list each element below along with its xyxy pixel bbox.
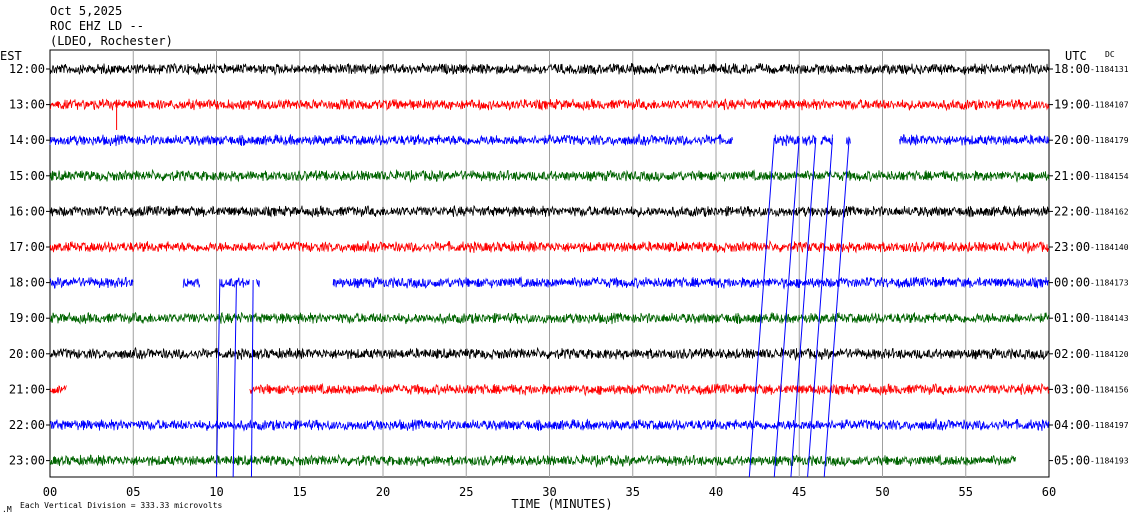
trace-segment: [899, 134, 1050, 146]
utc-hour-label: 22:00: [1054, 204, 1090, 218]
est-hour-label: 17:00: [9, 240, 45, 254]
est-hour-label: 13:00: [9, 98, 45, 112]
trace-segment: [49, 204, 1050, 219]
est-hour-label: 19:00: [9, 311, 45, 325]
x-axis-title: TIME (MINUTES): [511, 497, 612, 511]
seismic-traces: [49, 62, 1050, 468]
trace-segment: [49, 133, 733, 147]
trace-segment: [182, 278, 201, 288]
trace-segment: [49, 276, 134, 289]
est-hour-label: 22:00: [9, 418, 45, 432]
trace-segment: [49, 168, 1050, 184]
trace-segment: [332, 275, 1049, 290]
dc-offset-label: -1184162: [1090, 207, 1129, 216]
x-tick-label: 55: [959, 485, 973, 499]
trace-segment: [256, 279, 260, 288]
trace-segment: [49, 385, 67, 394]
est-hour-label: 15:00: [9, 169, 45, 183]
dc-title: DC: [1105, 50, 1115, 59]
x-tick-label: 10: [209, 485, 223, 499]
transient-spikes: [116, 100, 850, 478]
x-tick-label: 35: [626, 485, 640, 499]
trace-segment: [845, 136, 851, 146]
trace-segment: [802, 134, 816, 146]
dc-offset-label: -1184143: [1090, 314, 1129, 323]
dc-offset-label: -1184131: [1090, 65, 1129, 74]
corner-mark: .M: [2, 505, 12, 514]
utc-hour-label: 05:00: [1054, 454, 1090, 468]
utc-hour-label: 21:00: [1054, 169, 1090, 183]
utc-hour-label: 04:00: [1054, 418, 1090, 432]
x-tick-label: 50: [875, 485, 889, 499]
trace-segment: [249, 382, 1050, 397]
header-station: ROC EHZ LD --: [50, 19, 144, 33]
trace-segment: [219, 277, 250, 289]
dc-offset-label: -1184107: [1090, 101, 1129, 110]
x-tick-label: 15: [293, 485, 307, 499]
dc-offset-label: -1184140: [1090, 243, 1129, 252]
trace-segment: [49, 311, 1050, 325]
transient-line: [232, 279, 237, 478]
utc-hour-label: 19:00: [1054, 98, 1090, 112]
right-axis-title: UTC: [1065, 49, 1087, 63]
left-axis-title: EST: [0, 49, 22, 63]
utc-hour-label: 03:00: [1054, 382, 1090, 396]
transient-line: [773, 137, 800, 478]
x-tick-label: 05: [126, 485, 140, 499]
header-date: Oct 5,2025: [50, 4, 123, 18]
dc-offset-label: -1184197: [1090, 421, 1129, 430]
dc-offset-label: -1184193: [1090, 457, 1129, 466]
grid-lines: [132, 50, 967, 477]
trace-segment: [49, 346, 1050, 362]
utc-hour-label: 01:00: [1054, 311, 1090, 325]
transient-line: [823, 137, 850, 478]
transient-line: [807, 137, 834, 478]
utc-hour-label: 23:00: [1054, 240, 1090, 254]
x-tick-label: 00: [43, 485, 57, 499]
utc-hour-label: 02:00: [1054, 347, 1090, 361]
est-hour-label: 23:00: [9, 454, 45, 468]
trace-segment: [49, 418, 1050, 432]
x-tick-label: 25: [459, 485, 473, 499]
est-hour-label: 16:00: [9, 204, 45, 218]
dc-offset-label: -1184179: [1090, 136, 1129, 145]
transient-line: [250, 279, 254, 478]
x-tick-label: 20: [376, 485, 390, 499]
scale-note: Each Vertical Division = 333.33 microvol…: [20, 501, 222, 510]
trace-segment: [820, 134, 833, 146]
dc-offset-label: -1184154: [1090, 172, 1129, 181]
est-hour-label: 14:00: [9, 133, 45, 147]
trace-segment: [773, 134, 800, 147]
utc-hour-label: 20:00: [1054, 133, 1090, 147]
trace-segment: [49, 98, 1050, 112]
trace-segment: [49, 62, 1050, 76]
dc-offset-label: -1184120: [1090, 350, 1129, 359]
dc-offset-label: -1184173: [1090, 279, 1129, 288]
est-hour-label: 12:00: [9, 62, 45, 76]
header-network: (LDEO, Rochester): [50, 34, 173, 48]
est-hour-label: 20:00: [9, 347, 45, 361]
trace-segment: [49, 453, 1016, 468]
x-tick-label: 40: [709, 485, 723, 499]
transient-line: [216, 279, 221, 478]
trace-segment: [49, 239, 1050, 255]
utc-hour-label: 00:00: [1054, 276, 1090, 290]
x-tick-label: 30: [542, 485, 556, 499]
transient-line: [748, 137, 775, 478]
utc-hour-label: 18:00: [1054, 62, 1090, 76]
dc-offset-label: -1184156: [1090, 385, 1129, 394]
est-hour-label: 18:00: [9, 276, 45, 290]
transient-line: [790, 137, 817, 478]
x-tick-label: 45: [792, 485, 806, 499]
est-hour-label: 21:00: [9, 382, 45, 396]
x-tick-label: 60: [1042, 485, 1056, 499]
